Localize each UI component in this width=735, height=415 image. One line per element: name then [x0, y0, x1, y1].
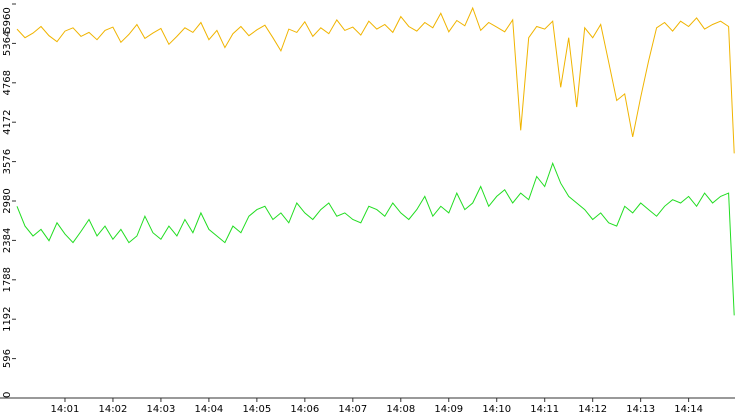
y-tick-label: 4172	[2, 109, 13, 134]
x-tick-label: 14:10	[482, 404, 511, 415]
x-tick-label: 14:11	[530, 404, 559, 415]
x-tick-label: 14:09	[434, 404, 463, 415]
y-tick-label: 2980	[2, 188, 13, 213]
y-tick-label: 5364	[2, 31, 13, 56]
x-tick-label: 14:02	[99, 404, 128, 415]
x-tick-label: 14:03	[147, 404, 176, 415]
x-tick-label: 14:14	[674, 404, 703, 415]
x-tick-label: 14:07	[338, 404, 367, 415]
y-tick-label: 5960	[2, 7, 13, 32]
y-tick-label: 596	[2, 349, 13, 368]
series-line	[16, 6, 735, 154]
x-tick-label: 14:05	[242, 404, 271, 415]
y-tick-label: 3576	[2, 149, 13, 174]
y-tick-label: 1192	[2, 306, 13, 331]
x-tick-label: 14:13	[626, 404, 655, 415]
series-line	[16, 161, 735, 316]
x-tick-label: 14:04	[194, 404, 223, 415]
x-tick-label: 14:06	[290, 404, 319, 415]
y-tick-label: 0	[2, 392, 13, 398]
y-tick-label: 4768	[2, 70, 13, 95]
x-tick-label: 14:01	[51, 404, 80, 415]
y-tick-label: 2384	[2, 228, 13, 253]
x-tick-label: 14:08	[386, 404, 415, 415]
y-tick-label: 1788	[2, 267, 13, 292]
x-tick-label: 14:12	[578, 404, 607, 415]
